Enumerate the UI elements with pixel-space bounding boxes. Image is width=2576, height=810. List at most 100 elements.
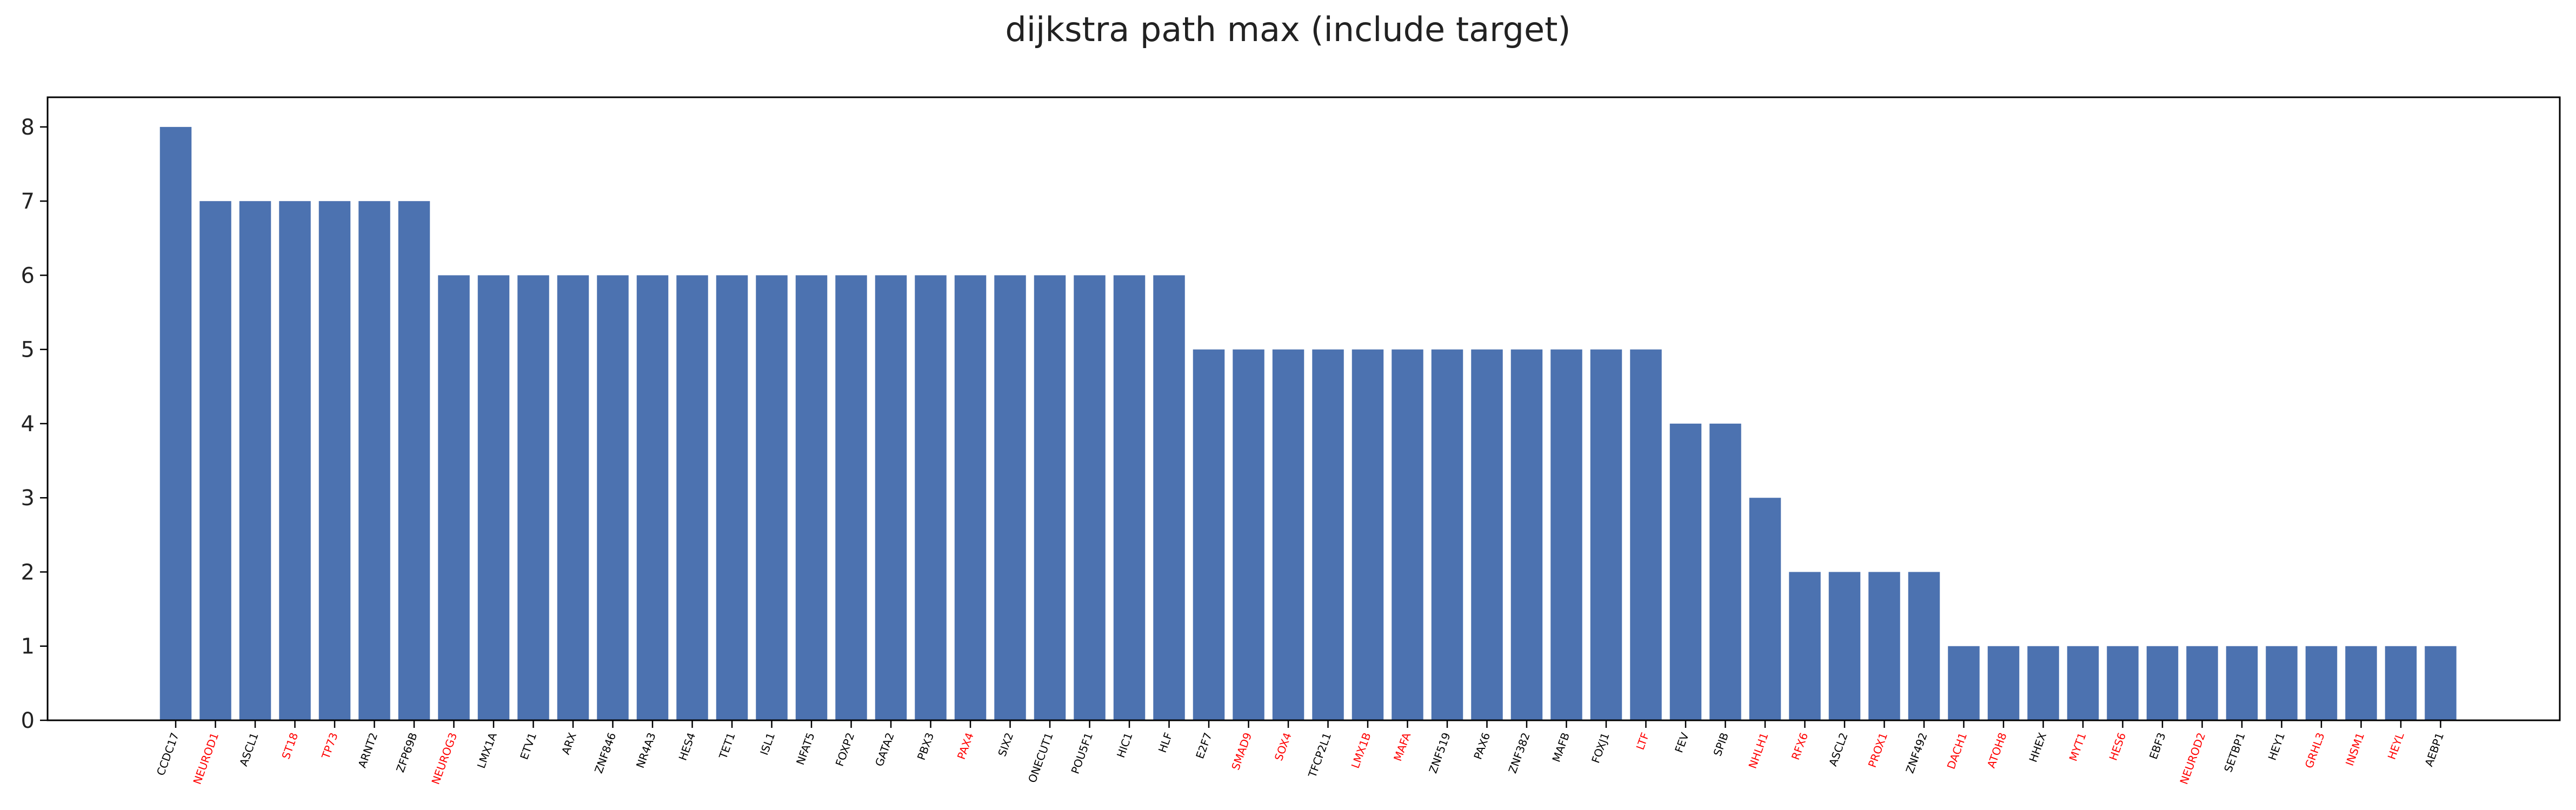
bar-six2 (994, 275, 1026, 720)
bar-znf846 (597, 275, 629, 720)
bar-pax4 (954, 275, 987, 720)
bar-prox1 (1868, 572, 1900, 720)
x-tick-label: SETBP1 (2221, 731, 2248, 774)
bar-smad9 (1233, 349, 1264, 720)
x-tick-label: PROX1 (1866, 731, 1890, 769)
bar-ccdc17 (159, 126, 192, 720)
bar-znf382 (1510, 349, 1543, 720)
bar-insm1 (2345, 646, 2377, 720)
x-tick-label: GRHL3 (2302, 731, 2327, 770)
x-tick-label: LMX1B (1349, 731, 1374, 771)
x-tick-label: ETV1 (517, 731, 539, 761)
x-tick-label: ASCL2 (1826, 731, 1851, 768)
y-tick-label: 3 (21, 486, 35, 511)
y-tick-label: 6 (21, 263, 35, 288)
x-tick-label: TET1 (716, 731, 738, 761)
bar-etv1 (517, 275, 549, 720)
x-tick-label: MAFA (1391, 731, 1413, 763)
bar-dach1 (1948, 646, 1980, 720)
y-axis: 0 1 2 3 4 5 6 7 8 (21, 115, 48, 733)
bar-ascl1 (239, 201, 271, 721)
bar-sox4 (1272, 349, 1304, 720)
x-tick-label: NEUROD2 (2177, 731, 2208, 786)
x-tick-label: FOXP2 (833, 731, 857, 768)
x-tick-label: NR4A3 (634, 731, 658, 770)
bar-znf519 (1431, 349, 1463, 720)
bar-pou5f1 (1074, 275, 1106, 720)
x-tick-label: ARX (559, 731, 579, 756)
bar-aebp1 (2425, 646, 2457, 720)
x-tick-label: LMX1A (475, 731, 500, 770)
bar-ascl2 (1828, 572, 1861, 720)
bar-lmx1b (1352, 349, 1384, 720)
bar-myt1 (2067, 646, 2099, 720)
bar-atoh8 (1987, 646, 2020, 720)
y-tick-label: 4 (21, 412, 35, 437)
x-tick-label: RFX6 (1789, 731, 1810, 762)
x-tick-label: HHEX (2026, 731, 2049, 764)
y-tick-label: 2 (21, 560, 35, 585)
x-tick-label: CCDC17 (154, 731, 182, 778)
bar-hes6 (2107, 646, 2139, 720)
x-tick-label: GATA2 (873, 731, 897, 768)
y-tick-label: 7 (21, 189, 35, 214)
x-tick-label: E2F7 (1193, 731, 1215, 761)
bar-lmx1a (477, 275, 510, 720)
bar-ebf3 (2146, 646, 2179, 720)
plot-frame (46, 96, 2561, 721)
y-tick-label: 1 (21, 634, 35, 659)
bar-nfat5 (795, 275, 828, 720)
bar-neurod1 (199, 201, 231, 721)
x-tick-label: AEBP1 (2422, 731, 2446, 768)
x-tick-label: SIX2 (995, 731, 1016, 759)
bar-st18 (279, 201, 311, 721)
bar-foxj1 (1590, 349, 1622, 720)
x-tick-label: HES4 (676, 731, 698, 762)
x-tick-label: PBX3 (915, 731, 936, 762)
x-tick-label: LTF (1634, 731, 1652, 752)
bar-hey1 (2266, 646, 2298, 720)
bar-isl1 (756, 275, 788, 720)
x-tick-label: POU5F1 (1068, 731, 1095, 776)
bar-tfcp2l1 (1312, 349, 1344, 720)
chart-title: dijkstra path max (include target) (1005, 10, 1571, 49)
x-tick-label: HEY1 (2266, 731, 2288, 762)
x-tick-label: ZNF382 (1506, 731, 1532, 775)
bar-tp73 (318, 201, 351, 721)
x-tick-label: ASCL1 (237, 731, 261, 768)
x-tick-label: SOX4 (1272, 731, 1294, 763)
x-tick-label: MAFB (1549, 731, 1572, 764)
x-tick-label: TFCP2L1 (1306, 731, 1334, 780)
x-tick-label: HEYL (2385, 731, 2407, 761)
x-tick-label: ZNF519 (1426, 731, 1453, 775)
x-tick-label: SPIB (1710, 731, 1731, 758)
bar-znf492 (1908, 572, 1940, 720)
bar-setbp1 (2226, 646, 2258, 720)
x-tick-label: ZNF492 (1903, 731, 1929, 775)
x-tick-label: HIC1 (1114, 731, 1135, 760)
bar-zfp69b (398, 201, 430, 721)
bar-neurod2 (2186, 646, 2218, 720)
x-tick-label: HES6 (2106, 731, 2128, 762)
x-tick-label: INSM1 (2343, 731, 2367, 768)
x-tick-label: FOXJ1 (1589, 731, 1612, 765)
bar-hes4 (676, 275, 708, 720)
x-tick-label: NEUROD1 (190, 731, 221, 786)
bar-hhex (2027, 646, 2059, 720)
x-tick-label: PAX4 (955, 731, 976, 761)
bar-spib (1709, 423, 1741, 720)
bar-rfx6 (1789, 572, 1821, 720)
x-tick-label: NHLH1 (1746, 731, 1771, 771)
x-tick-label: ARNT2 (356, 731, 381, 770)
bar-ltf (1630, 349, 1662, 720)
x-tick-label: MYT1 (2067, 731, 2089, 763)
bars-group (159, 126, 2457, 721)
x-tick-label: ONECUT1 (1026, 731, 1056, 785)
x-tick-label: ST18 (279, 731, 301, 761)
x-tick-label: NFAT5 (794, 731, 817, 767)
y-tick-label: 8 (21, 115, 35, 140)
bar-neurog3 (438, 275, 470, 720)
x-tick-label: SMAD9 (1229, 731, 1254, 772)
